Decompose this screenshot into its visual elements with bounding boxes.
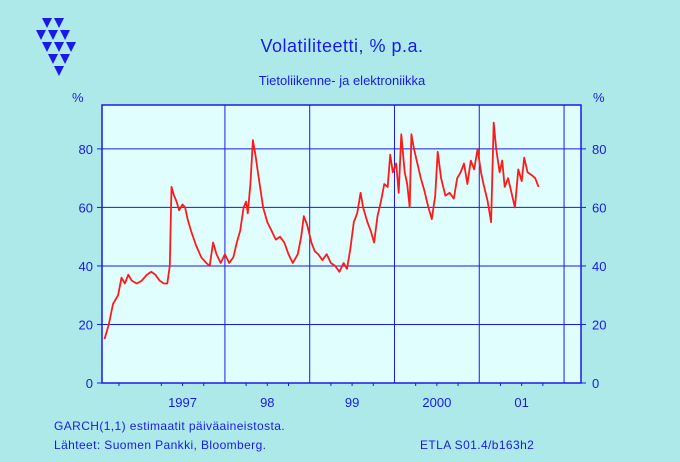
x-tick-label: 1997 [168, 395, 197, 410]
y-tick-label-left: 80 [79, 142, 93, 157]
x-tick-label: 99 [345, 395, 359, 410]
sources-note: Lähteet: Suomen Pankki, Bloomberg. [54, 438, 267, 452]
y-tick-label-right: 80 [592, 142, 606, 157]
x-tick-label: 98 [260, 395, 274, 410]
y-tick-label-left: 20 [79, 317, 93, 332]
plot-area [101, 104, 582, 384]
y-tick-label-right: 0 [592, 376, 599, 391]
y-unit-right: % [593, 90, 605, 105]
y-tick-label-left: 0 [86, 376, 93, 391]
y-unit-left: % [72, 90, 84, 105]
code-note: ETLA S01.4/b163h2 [420, 438, 535, 452]
y-tick-label-right: 20 [592, 317, 606, 332]
y-tick-label-right: 60 [592, 200, 606, 215]
x-tick-label: 2000 [422, 395, 451, 410]
volatility-line [103, 121, 540, 340]
x-tick-label: 01 [514, 395, 528, 410]
y-tick-label-left: 60 [79, 200, 93, 215]
y-tick-label-left: 40 [79, 259, 93, 274]
etla-logo [36, 18, 76, 76]
y-tick-label-right: 40 [592, 259, 606, 274]
chart-subtitle: Tietoliikenne- ja elektroniikka [258, 73, 426, 88]
method-note: GARCH(1,1) estimaatit päiväaineistosta. [54, 419, 286, 433]
chart-title: Volatiliteetti, % p.a. [260, 36, 424, 56]
